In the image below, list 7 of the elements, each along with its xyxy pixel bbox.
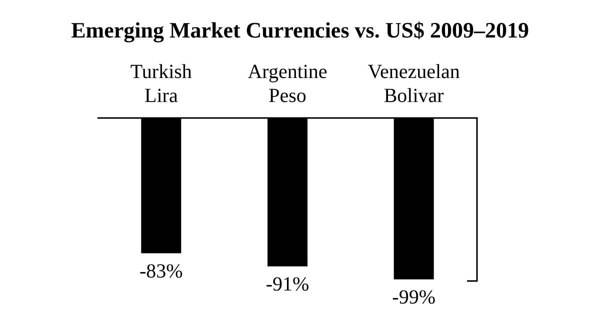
x-tick-label: Argentine Peso (248, 61, 328, 107)
data-label: -91% (266, 273, 310, 296)
chart-title: Emerging Market Currencies vs. US$ 2009–2019 (71, 18, 529, 42)
x-tick-label: Turkish Lira (130, 61, 192, 107)
data-label: -99% (392, 286, 436, 308)
x-tick-label: Venezuelan Bolivar (368, 61, 460, 107)
data-label: -83% (140, 260, 183, 282)
